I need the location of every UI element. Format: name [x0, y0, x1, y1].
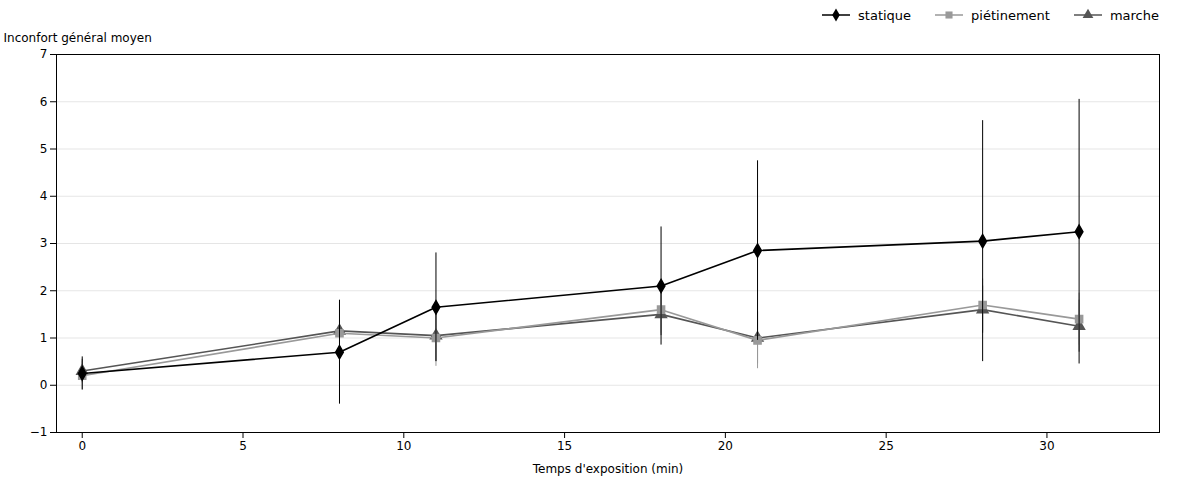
svg-text:Inconfort général moyen: Inconfort général moyen [4, 31, 152, 45]
svg-text:20: 20 [718, 439, 733, 453]
svg-text:3: 3 [40, 236, 48, 250]
svg-text:5: 5 [239, 439, 247, 453]
svg-text:1: 1 [40, 331, 48, 345]
svg-text:0: 0 [40, 378, 48, 392]
svg-text:25: 25 [879, 439, 894, 453]
svg-text:5: 5 [40, 142, 48, 156]
html-text:statique: statique [858, 7, 912, 23]
svg-text:0: 0 [78, 439, 86, 453]
svg-text:6: 6 [40, 95, 48, 109]
svg-text:7: 7 [40, 47, 48, 61]
svg-text:−1: −1 [30, 425, 48, 439]
svg-text:10: 10 [396, 439, 411, 453]
svg-text:2: 2 [40, 284, 48, 298]
svg-text:4: 4 [40, 189, 48, 203]
html-text:piétinement: piétinement [971, 7, 1050, 23]
html-text:marche: marche [1109, 7, 1159, 23]
svg-text:15: 15 [557, 439, 572, 453]
svg-text:Temps d'exposition (min): Temps d'exposition (min) [532, 462, 684, 476]
svg-text:30: 30 [1039, 439, 1054, 453]
